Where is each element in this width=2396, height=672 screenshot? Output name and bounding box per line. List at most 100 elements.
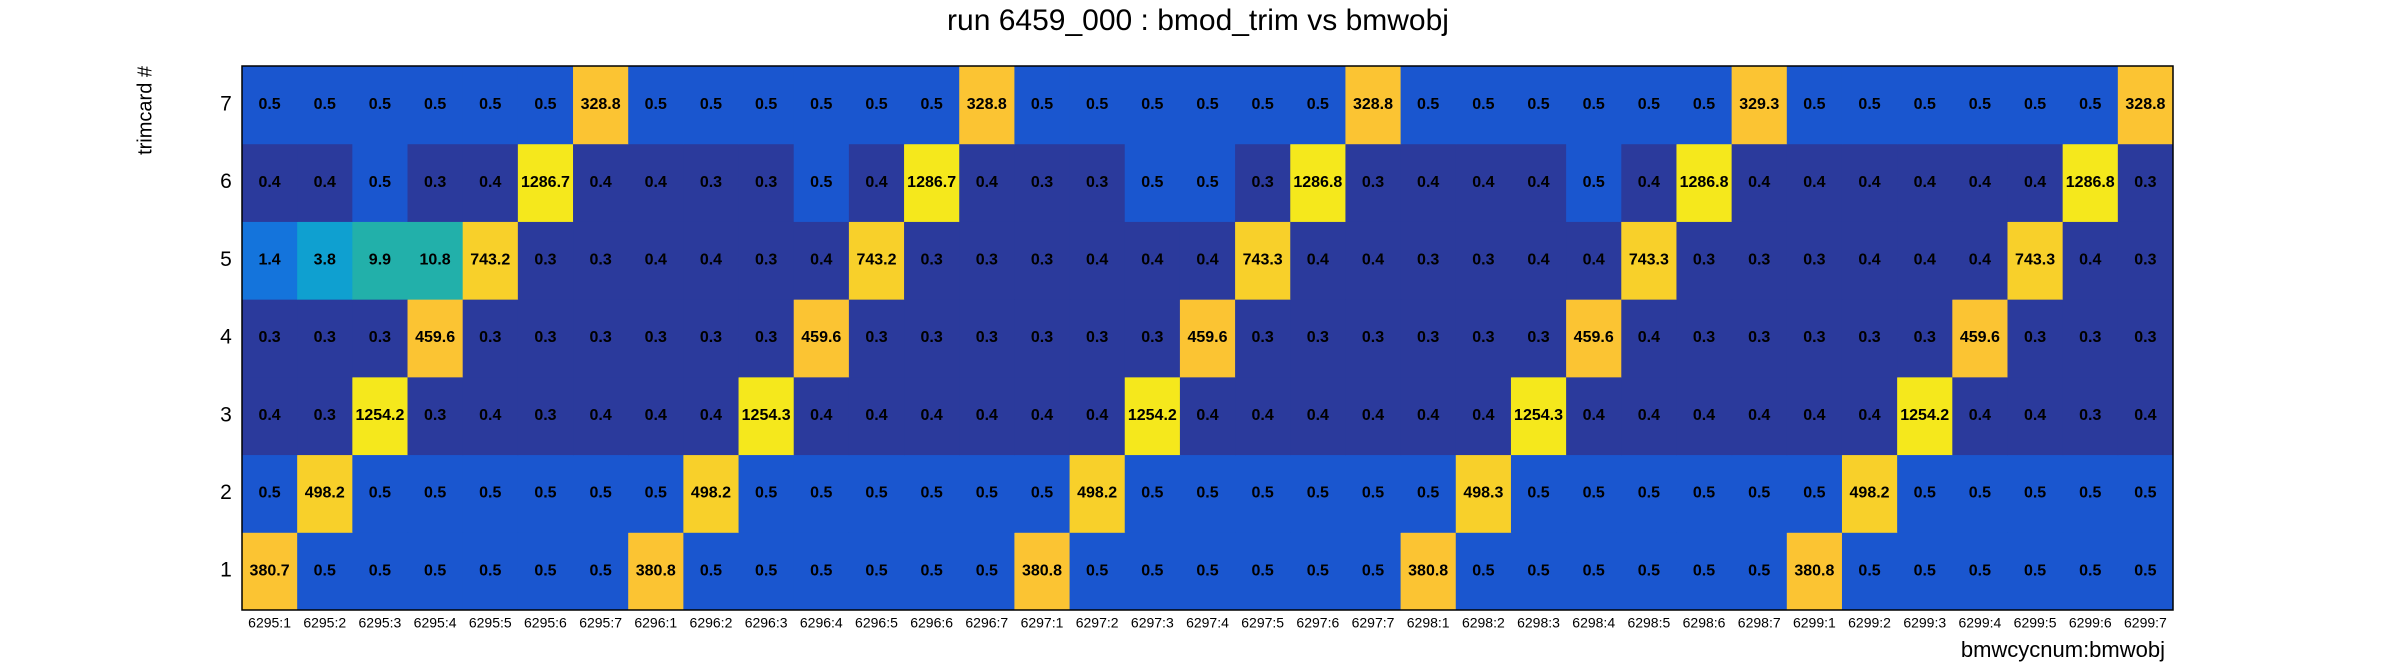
- cell-label: 328.8: [967, 96, 1007, 113]
- y-tick-label: 2: [220, 481, 232, 504]
- cell-label: 459.6: [1187, 329, 1227, 346]
- cell-label: 0.5: [1196, 96, 1218, 113]
- cell: [628, 299, 684, 378]
- cell: [1290, 454, 1346, 533]
- cell: [1400, 532, 1457, 611]
- cell: [1014, 299, 1071, 378]
- cell-label: 0.5: [1086, 562, 1108, 579]
- cell: [1235, 454, 1291, 533]
- cell: [1510, 376, 1567, 456]
- cell: [407, 376, 464, 456]
- cell: [1235, 66, 1291, 145]
- cell-label: 0.4: [1527, 252, 1549, 269]
- cell: [1179, 143, 1236, 222]
- cell-label: 0.5: [534, 562, 556, 579]
- cell: [1841, 143, 1898, 222]
- cell-label: 380.8: [1022, 562, 1062, 579]
- cell: [793, 66, 850, 145]
- cell-label: 0.3: [2134, 252, 2156, 269]
- y-tick-label: 4: [220, 326, 232, 349]
- cell-label: 0.3: [976, 252, 998, 269]
- cell-label: 0.5: [1914, 96, 1936, 113]
- cell-label: 0.4: [1472, 174, 1494, 191]
- cell-label: 0.5: [479, 485, 501, 502]
- cell-label: 0.4: [1362, 252, 1384, 269]
- cell: [1345, 299, 1402, 378]
- cell-label: 0.3: [2134, 329, 2156, 346]
- cell: [1014, 376, 1071, 456]
- cell: [1179, 66, 1236, 145]
- cell-label: 0.5: [921, 96, 943, 113]
- cell-label: 0.5: [1472, 96, 1494, 113]
- cell: [1621, 376, 1677, 456]
- cell: [848, 454, 905, 533]
- cell: [738, 66, 795, 145]
- cell: [407, 221, 464, 300]
- cell-label: 0.5: [2079, 485, 2101, 502]
- cell-label: 0.3: [1031, 329, 1053, 346]
- cell-label: 0.4: [810, 407, 832, 424]
- cell-label: 0.5: [424, 485, 446, 502]
- cell: [1786, 66, 1843, 145]
- cell-label: 0.5: [1914, 562, 1936, 579]
- cell-label: 0.4: [479, 174, 501, 191]
- cell: [1897, 221, 1953, 300]
- cell: [1510, 66, 1567, 145]
- cell: [1621, 221, 1677, 300]
- cell: [1290, 221, 1346, 300]
- cell-label: 0.5: [1031, 96, 1053, 113]
- cell: [1731, 454, 1788, 533]
- cell: [1345, 221, 1402, 300]
- cell: [1014, 532, 1071, 611]
- cell-label: 0.5: [755, 96, 777, 113]
- cell-label: 0.4: [2079, 252, 2101, 269]
- cell: [1676, 376, 1733, 456]
- y-tick-label: 7: [220, 92, 232, 115]
- cell-label: 0.5: [921, 562, 943, 579]
- cell: [462, 221, 519, 300]
- cell-label: 0.5: [810, 485, 832, 502]
- cell: [517, 376, 574, 456]
- cell: [517, 221, 574, 300]
- x-axis-label: bmwcycnum:bmwobj: [1961, 637, 2165, 662]
- cell-label: 0.3: [921, 329, 943, 346]
- cell-label: 0.5: [1583, 174, 1605, 191]
- cell: [2117, 221, 2174, 300]
- cell: [2117, 143, 2174, 222]
- cell: [2007, 376, 2064, 456]
- cell: [738, 454, 795, 533]
- cell-label: 0.4: [865, 407, 887, 424]
- cell: [1069, 221, 1126, 300]
- cell: [1455, 143, 1512, 222]
- cell: [1345, 143, 1402, 222]
- cell: [738, 376, 795, 456]
- cell-label: 0.3: [479, 329, 501, 346]
- cell-label: 0.5: [1252, 485, 1274, 502]
- cell: [1455, 454, 1512, 533]
- cell-label: 0.4: [976, 407, 998, 424]
- x-tick-label: 6298:4: [1572, 615, 1615, 631]
- cell-label: 0.5: [1141, 96, 1163, 113]
- cell: [297, 143, 353, 222]
- cell: [683, 143, 740, 222]
- cell-label: 0.4: [314, 174, 336, 191]
- x-tick-label: 6295:7: [579, 615, 622, 631]
- cell-label: 0.4: [1362, 407, 1384, 424]
- cell: [628, 376, 684, 456]
- cell-label: 0.3: [1086, 174, 1108, 191]
- cell: [2117, 532, 2174, 611]
- cell: [1621, 454, 1677, 533]
- cell: [848, 376, 905, 456]
- cell-label: 498.2: [305, 485, 345, 502]
- cell: [848, 299, 905, 378]
- cell-label: 0.3: [1031, 174, 1053, 191]
- cell: [1952, 454, 2008, 533]
- cell: [1841, 221, 1898, 300]
- cell-label: 0.4: [1638, 174, 1660, 191]
- cell: [407, 66, 464, 145]
- cell-label: 0.3: [424, 174, 446, 191]
- x-tick-label: 6297:6: [1296, 615, 1339, 631]
- cell: [1455, 66, 1512, 145]
- y-tick-label: 3: [220, 403, 232, 426]
